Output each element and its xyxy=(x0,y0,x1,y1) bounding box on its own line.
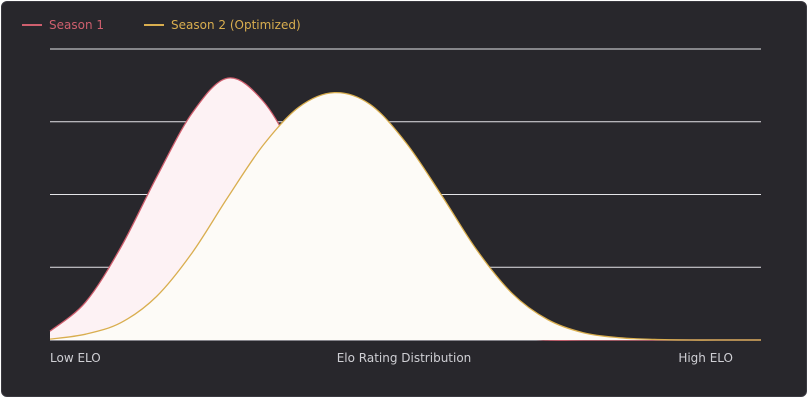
x-axis-label: Elo Rating Distribution xyxy=(337,351,472,365)
x-tick-low: Low ELO xyxy=(50,351,101,365)
series-area-2 xyxy=(50,92,761,341)
legend-label-season-2: Season 2 (Optimized) xyxy=(171,18,301,32)
series-line-2 xyxy=(49,91,761,341)
legend-label-season-1: Season 1 xyxy=(49,18,105,32)
legend-item-season-2[interactable]: Season 2 (Optimized) xyxy=(144,18,301,32)
legend-item-season-1[interactable]: Season 1 xyxy=(22,18,104,32)
x-axis-ticks: Low ELO Elo Rating Distribution High ELO xyxy=(50,351,733,365)
legend-swatch-season-2 xyxy=(144,24,165,26)
series-areas xyxy=(49,77,761,341)
legend: Season 1 Season 2 (Optimized) xyxy=(22,18,301,32)
legend-swatch-season-1 xyxy=(22,24,42,26)
x-tick-high: High ELO xyxy=(678,351,733,365)
